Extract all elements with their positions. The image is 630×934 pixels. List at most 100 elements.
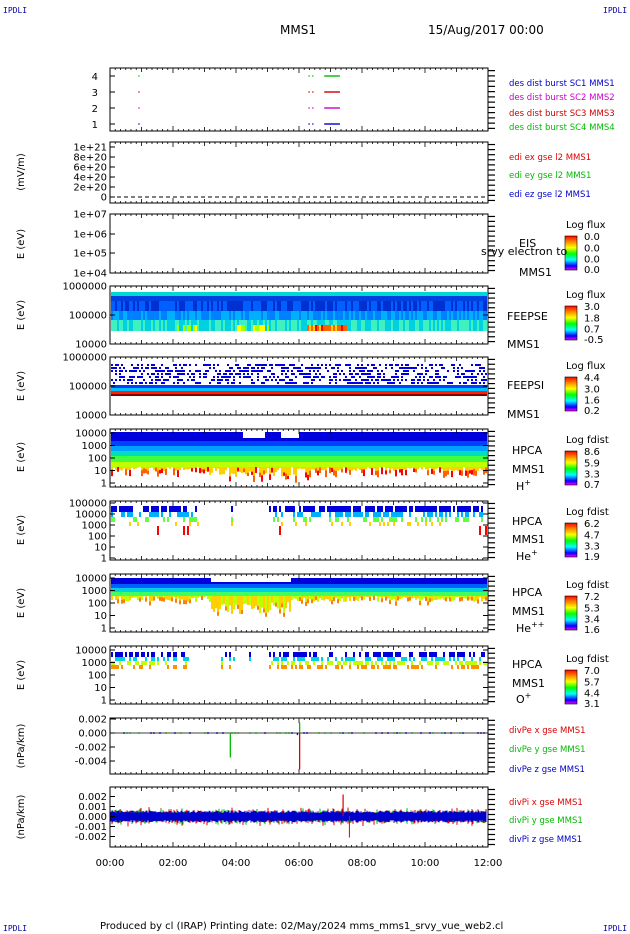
hpca-hepp-panel-colorbar-tick: 3.4 xyxy=(584,615,600,626)
burst-panel-sc4-interval xyxy=(308,75,310,77)
corner-label-bottom-left: IPDLI xyxy=(3,924,28,933)
datetime-title: 15/Aug/2017 00:00 xyxy=(428,23,544,37)
hpca-h-panel-ylabel: E (eV) xyxy=(16,442,27,472)
divpi-panel-ytick: 0.002 xyxy=(78,792,107,803)
eis-panel-colorbar-tick: 0.0 xyxy=(584,255,600,266)
hpca-he-panel-colorbar-tick: 1.9 xyxy=(584,552,600,563)
hpca-he-panel-instrument: HPCA xyxy=(512,515,543,528)
feeps-i-panel-colorbar-title: Log flux xyxy=(566,361,606,372)
hpca-hepp-panel-heatmap xyxy=(111,578,487,617)
hpca-he-panel-ylabel: E (eV) xyxy=(16,515,27,545)
divpi-panel-legend-2: divPi y gse MMS1 xyxy=(509,816,583,826)
hpca-he-panel-colorbar-tick: 4.7 xyxy=(584,530,600,541)
hpca-he-panel-colorbar xyxy=(564,522,578,558)
hpca-he-panel-species-charge: + xyxy=(531,548,538,557)
eis-panel-colorbar-title: Log flux xyxy=(566,220,606,231)
divpi-panel-ytick: 0.000 xyxy=(78,812,107,823)
hpca-he-panel-ytick: 100 xyxy=(88,532,107,543)
burst-panel-ytick: 4 xyxy=(92,72,98,83)
divpi-panel-series-z xyxy=(110,810,487,823)
hpca-o-panel-colorbar-tick: 5.7 xyxy=(584,677,600,688)
hpca-o-panel-species-name: O xyxy=(516,693,525,706)
feeps-e-panel-colorbar xyxy=(564,305,578,341)
hpca-he-panel-species-name: He xyxy=(516,550,531,563)
burst-panel-sc2-interval xyxy=(138,107,140,109)
hpca-o-panel-instrument: HPCA xyxy=(512,658,543,671)
hpca-he-panel-ytick: 10000 xyxy=(75,510,107,521)
feeps-e-panel-ytick: 1000000 xyxy=(62,282,107,293)
hpca-he-panel-ytick: 1 xyxy=(101,554,107,565)
feeps-e-panel-instrument: FEEPSE xyxy=(507,310,548,323)
eis-panel-instrument: EIS xyxy=(519,237,536,250)
hpca-hepp-panel-colorbar-tick: 7.2 xyxy=(584,592,600,603)
divpe-panel-legend-1: divPe x gse MMS1 xyxy=(509,726,586,736)
eis-panel-colorbar-tick: 0.0 xyxy=(584,232,600,243)
edi-panel-frame xyxy=(109,141,489,204)
divpe-panel-legend-2: divPe y gse MMS1 xyxy=(509,745,586,755)
edi-panel-legend-1: edi ex gse l2 MMS1 xyxy=(509,153,591,163)
hpca-he-panel-ytick: 10 xyxy=(94,543,107,554)
edi-panel-ytick: 0 xyxy=(101,193,107,204)
burst-panel-sc2-interval xyxy=(324,107,340,109)
corner-label-top-right: IPDLI xyxy=(603,6,628,15)
hpca-he-panel-colorbar-tick: 6.2 xyxy=(584,519,600,530)
burst-panel-sc4-interval xyxy=(324,75,340,77)
edi-panel-legend-2: edi ey gse l2 MMS1 xyxy=(509,171,591,181)
divpi-panel-legend-3: divPi z gse MMS1 xyxy=(509,835,582,845)
hpca-o-panel-ytick: 10000 xyxy=(75,646,107,657)
hpca-o-panel-ytick: 100 xyxy=(88,671,107,682)
feeps-e-panel-colorbar-tick: 3.0 xyxy=(584,302,600,313)
burst-panel-sc3-interval xyxy=(308,91,310,93)
eis-panel-ytick: 1e+07 xyxy=(73,210,107,221)
feeps-i-panel-colorbar xyxy=(564,376,578,412)
hpca-h-panel-ytick: 1000 xyxy=(82,441,107,452)
hpca-h-panel-colorbar-title: Log fdist xyxy=(566,435,609,446)
hpca-o-panel-colorbar-tick: 7.0 xyxy=(584,666,600,677)
hpca-h-panel-heatmap xyxy=(111,432,487,483)
feeps-e-panel-colorbar-tick: -0.5 xyxy=(584,335,604,346)
burst-panel-legend-3: des dist burst SC3 MMS3 xyxy=(509,109,615,119)
feeps-e-panel-ylabel: E (eV) xyxy=(16,300,27,330)
hpca-o-panel-spacecraft: MMS1 xyxy=(512,677,545,690)
corner-label-bottom-right: IPDLI xyxy=(603,924,628,933)
hpca-h-panel-colorbar-tick: 0.7 xyxy=(584,480,600,491)
eis-panel-ytick: 1e+04 xyxy=(73,269,107,280)
feeps-e-panel-ytick: 100000 xyxy=(69,311,107,322)
edi-panel-ytick: 8e+20 xyxy=(73,153,107,164)
hpca-hepp-panel-spacecraft: MMS1 xyxy=(512,605,545,618)
hpca-o-panel-ytick: 1 xyxy=(101,696,107,707)
divpe-panel-ytick: -0.004 xyxy=(75,757,107,768)
hpca-he-panel-heatmap xyxy=(111,506,487,535)
hpca-h-panel-species-name: H xyxy=(516,480,524,493)
time-axis-tick: 02:00 xyxy=(159,858,188,869)
feeps-i-panel-ylabel: E (eV) xyxy=(16,371,27,401)
divpi-panel-ytick: -0.001 xyxy=(75,822,107,833)
burst-panel-legend-1: des dist burst SC1 MMS1 xyxy=(509,79,615,89)
time-axis-tick: 10:00 xyxy=(411,858,440,869)
burst-panel-sc2-interval xyxy=(308,107,310,109)
burst-panel-ytick: 1 xyxy=(92,120,98,131)
eis-panel-colorbar-tick: 0.0 xyxy=(584,243,600,254)
feeps-i-panel-colorbar-tick: 0.2 xyxy=(584,406,600,417)
burst-panel-sc4-interval xyxy=(138,75,140,77)
eis-panel-colorbar-tick: 0.0 xyxy=(584,265,600,276)
hpca-he-panel-spacecraft: MMS1 xyxy=(512,533,545,546)
edi-panel-ytick: 4e+20 xyxy=(73,173,107,184)
hpca-h-panel-spacecraft: MMS1 xyxy=(512,463,545,476)
edi-panel-ylabel: (mV/m) xyxy=(16,153,27,191)
hpca-h-panel-ytick: 100 xyxy=(88,454,107,465)
hpca-o-panel-ytick: 1000 xyxy=(82,658,107,669)
feeps-i-panel-colorbar-tick: 4.4 xyxy=(584,373,600,384)
hpca-o-panel-colorbar-tick: 4.4 xyxy=(584,689,600,700)
hpca-hepp-panel-colorbar-tick: 1.6 xyxy=(584,625,600,636)
feeps-i-panel-colorbar-tick: 3.0 xyxy=(584,384,600,395)
divpi-panel-ytick: -0.002 xyxy=(75,832,107,843)
footer-credit: Produced by cl (IRAP) Printing date: 02/… xyxy=(100,921,504,932)
divpe-panel-ytick: -0.002 xyxy=(75,743,107,754)
feeps-i-panel-ytick: 10000 xyxy=(75,411,107,422)
corner-label-top-left: IPDLI xyxy=(3,6,28,15)
eis-panel-spacecraft: MMS1 xyxy=(519,266,552,279)
feeps-i-panel-ytick: 1000000 xyxy=(62,353,107,364)
hpca-hepp-panel-species-name: He xyxy=(516,622,531,635)
eis-panel-ylabel: E (eV) xyxy=(16,229,27,259)
